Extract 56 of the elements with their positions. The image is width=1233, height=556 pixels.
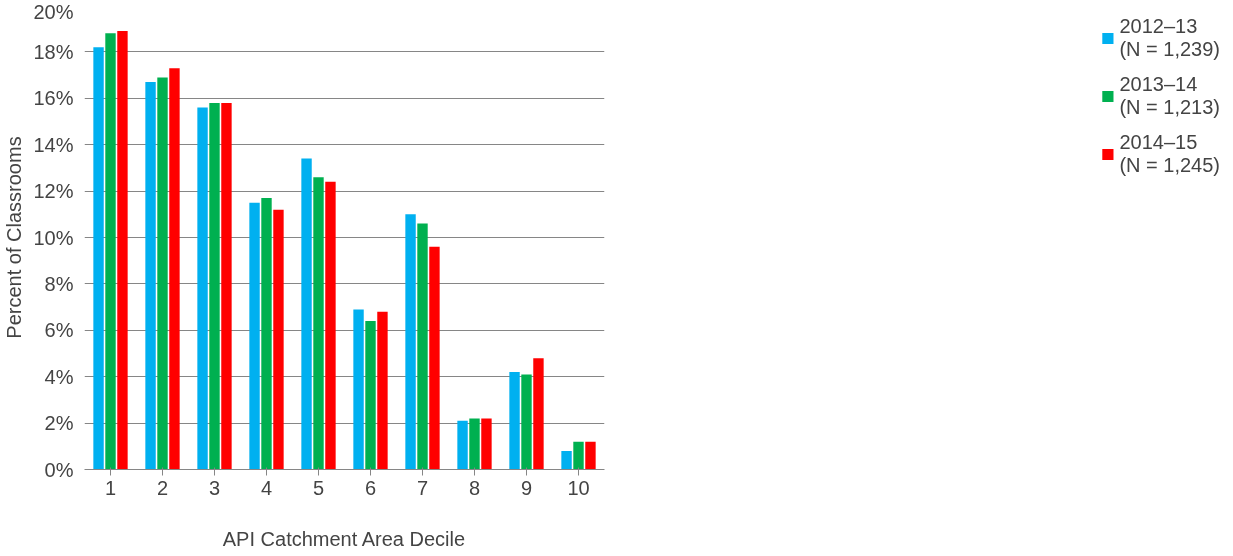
bar xyxy=(429,246,440,470)
y-tick-label: 2% xyxy=(44,412,74,435)
y-axis-title: Percent of Classrooms xyxy=(3,136,26,339)
bar xyxy=(117,31,128,470)
x-tick-label: 5 xyxy=(312,476,325,499)
bar xyxy=(365,321,376,470)
bar xyxy=(417,223,428,470)
x-tick-label: 3 xyxy=(208,476,221,499)
bar xyxy=(273,209,284,470)
x-tick-label: 6 xyxy=(364,476,377,499)
bar xyxy=(457,420,468,470)
legend-label: 2012–13 (N = 1,239) xyxy=(1119,15,1220,61)
bar xyxy=(377,311,388,470)
bar xyxy=(561,450,572,470)
bar xyxy=(353,309,364,470)
bar xyxy=(533,358,544,470)
bar xyxy=(469,418,480,470)
legend-label: 2014–15 (N = 1,245) xyxy=(1119,131,1220,177)
x-tick-label: 10 xyxy=(567,476,590,499)
y-tick-label: 12% xyxy=(33,180,74,203)
bar xyxy=(169,68,180,470)
y-tick-label: 18% xyxy=(33,40,74,63)
bar xyxy=(405,214,416,470)
bar xyxy=(93,47,104,470)
bar xyxy=(509,372,520,470)
bar xyxy=(573,441,584,470)
x-tick-label: 4 xyxy=(260,476,273,499)
bar xyxy=(157,77,168,470)
bar xyxy=(521,374,532,470)
y-tick-label: 10% xyxy=(33,226,74,249)
bar xyxy=(249,202,260,470)
y-tick-label: 8% xyxy=(44,272,74,295)
bar xyxy=(209,102,220,470)
bar xyxy=(301,158,312,470)
bar xyxy=(221,102,232,470)
x-tick-label: 9 xyxy=(520,476,533,499)
bar xyxy=(313,177,324,470)
bar xyxy=(585,441,596,470)
x-tick-label: 1 xyxy=(104,476,117,499)
bar xyxy=(197,107,208,470)
y-tick-label: 16% xyxy=(33,87,74,110)
x-tick-label: 8 xyxy=(468,476,481,499)
x-tick-label: 2 xyxy=(156,476,169,499)
x-tick-label: 7 xyxy=(416,476,429,499)
bar xyxy=(325,181,336,470)
x-axis-title: API Catchment Area Decile xyxy=(222,527,466,550)
y-tick-label: 4% xyxy=(44,365,74,388)
y-tick-label: 14% xyxy=(33,133,74,156)
y-tick-label: 6% xyxy=(44,319,74,342)
bar xyxy=(105,33,116,470)
y-tick-label: 0% xyxy=(44,458,74,481)
y-tick-label: 20% xyxy=(33,0,74,23)
legend-label: 2013–14 (N = 1,213) xyxy=(1119,73,1220,119)
bar xyxy=(145,82,156,470)
bar xyxy=(261,198,272,470)
bar xyxy=(481,418,492,470)
